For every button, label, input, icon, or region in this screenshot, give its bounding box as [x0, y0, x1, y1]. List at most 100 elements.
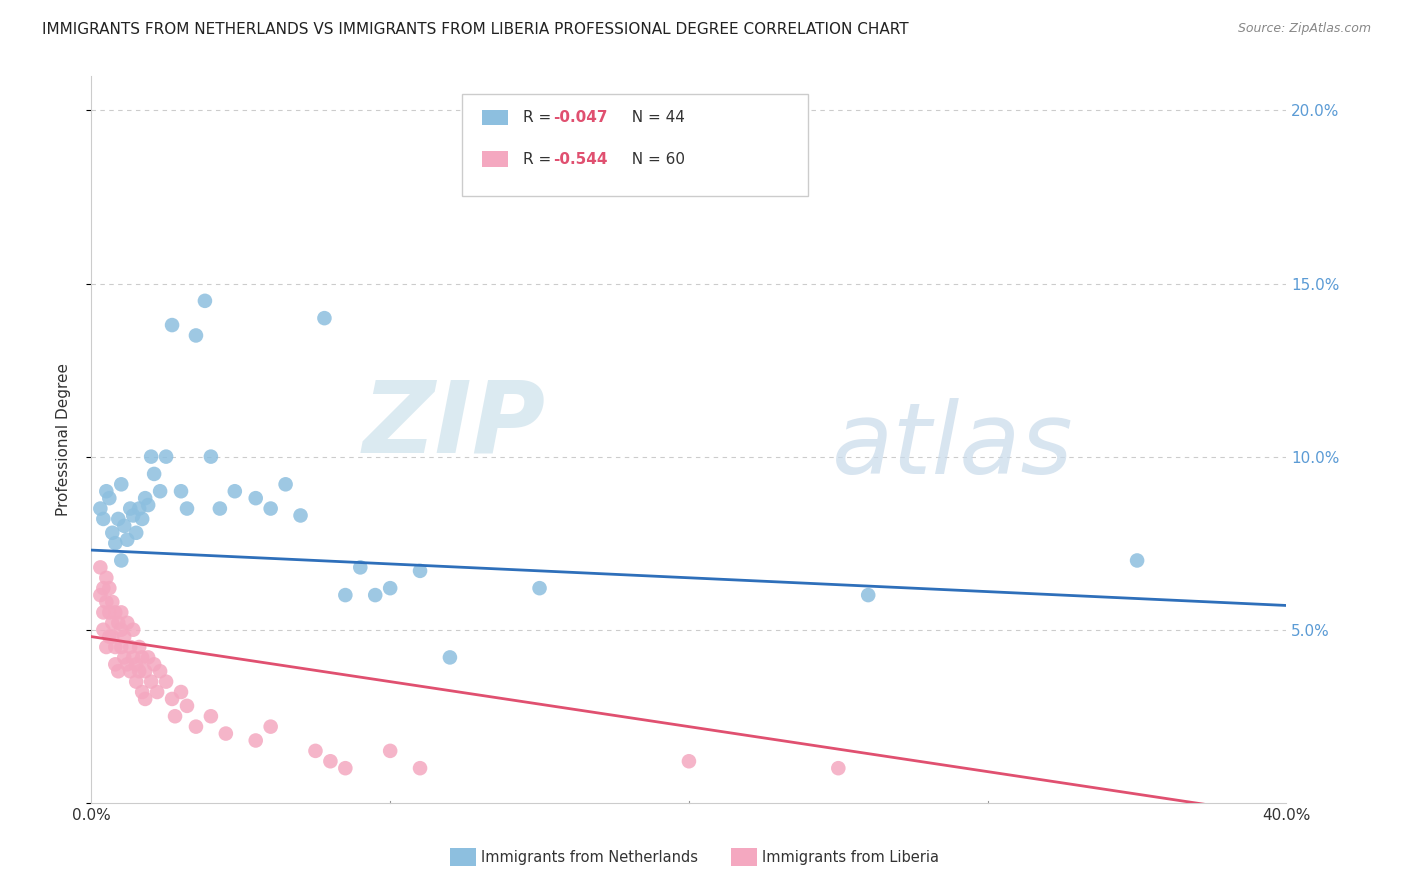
Point [155, 674, 177, 689]
Point [200, 709, 222, 723]
Point [98, 606, 121, 620]
Point [224, 484, 246, 499]
FancyBboxPatch shape [731, 848, 756, 866]
Point [349, 560, 371, 574]
Point [335, 588, 357, 602]
Point [93, 581, 115, 595]
Point [89, 501, 111, 516]
Point [107, 665, 129, 679]
Point [93, 606, 115, 620]
Point [200, 450, 222, 464]
Point [120, 665, 142, 679]
Text: R =: R = [523, 111, 555, 125]
Point [319, 754, 342, 768]
Point [112, 519, 135, 533]
Text: -0.047: -0.047 [553, 111, 607, 125]
Point [184, 328, 207, 343]
Text: Immigrants from Liberia: Immigrants from Liberia [762, 850, 939, 865]
Point [110, 623, 132, 637]
Point [110, 606, 132, 620]
Point [274, 477, 297, 491]
Point [112, 650, 135, 665]
Point [290, 508, 312, 523]
Point [110, 640, 132, 654]
FancyBboxPatch shape [461, 94, 808, 195]
Point [98, 630, 121, 644]
Point [96, 571, 118, 585]
Point [89, 588, 111, 602]
FancyBboxPatch shape [482, 110, 509, 125]
Point [176, 501, 198, 516]
Point [107, 512, 129, 526]
Text: Immigrants from Netherlands: Immigrants from Netherlands [481, 850, 697, 865]
Point [149, 484, 172, 499]
Point [101, 630, 124, 644]
Point [136, 650, 159, 665]
Point [409, 564, 432, 578]
Point [96, 595, 118, 609]
Point [215, 726, 238, 740]
Point [149, 665, 172, 679]
Point [98, 491, 121, 505]
Point [170, 685, 193, 699]
Point [259, 501, 281, 516]
Point [380, 581, 402, 595]
Point [98, 581, 121, 595]
Point [89, 560, 111, 574]
Point [176, 698, 198, 713]
Point [104, 657, 127, 672]
Text: IMMIGRANTS FROM NETHERLANDS VS IMMIGRANTS FROM LIBERIA PROFESSIONAL DEGREE CORRE: IMMIGRANTS FROM NETHERLANDS VS IMMIGRANT… [42, 22, 908, 37]
Point [141, 674, 163, 689]
Point [160, 692, 183, 706]
Point [245, 733, 267, 747]
Point [120, 501, 142, 516]
Point [122, 623, 145, 637]
Point [380, 744, 402, 758]
Point [107, 615, 129, 630]
Point [184, 720, 207, 734]
Text: N = 44: N = 44 [621, 111, 685, 125]
Point [134, 665, 156, 679]
Point [96, 640, 118, 654]
Point [93, 623, 115, 637]
Point [101, 615, 124, 630]
Text: N = 60: N = 60 [621, 152, 685, 167]
Point [170, 484, 193, 499]
Point [125, 525, 148, 540]
Point [115, 657, 138, 672]
Point [134, 491, 156, 505]
Point [128, 501, 150, 516]
Text: ZIP: ZIP [363, 376, 546, 474]
Point [155, 450, 177, 464]
Point [101, 595, 124, 609]
Point [314, 311, 336, 326]
Point [858, 588, 880, 602]
Point [131, 512, 153, 526]
Point [93, 512, 115, 526]
Point [115, 533, 138, 547]
Point [134, 692, 156, 706]
Point [259, 720, 281, 734]
Point [96, 484, 118, 499]
Point [143, 657, 166, 672]
Point [136, 498, 159, 512]
Point [104, 536, 127, 550]
Point [163, 709, 186, 723]
Text: atlas: atlas [832, 398, 1074, 495]
Point [439, 650, 461, 665]
Point [104, 640, 127, 654]
Point [131, 685, 153, 699]
Point [131, 650, 153, 665]
Point [125, 657, 148, 672]
Point [101, 525, 124, 540]
Point [143, 467, 166, 481]
Point [194, 293, 217, 308]
Text: R =: R = [523, 152, 555, 167]
Point [364, 588, 387, 602]
Point [208, 501, 231, 516]
Point [120, 640, 142, 654]
Y-axis label: Professional Degree: Professional Degree [56, 363, 70, 516]
Point [122, 650, 145, 665]
Point [529, 581, 551, 595]
Point [160, 318, 183, 332]
